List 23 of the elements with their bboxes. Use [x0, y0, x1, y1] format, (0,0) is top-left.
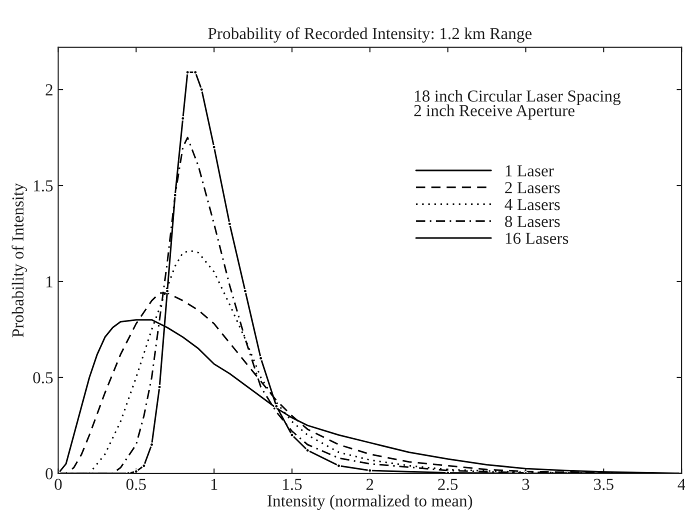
legend-label: 2 Lasers	[505, 182, 560, 194]
annotation: 18 inch Circular Laser Spacing 2 inch Receive Aperture	[414, 90, 621, 120]
y-tick-label: 0.5	[33, 372, 53, 384]
x-tick-label: 0.5	[126, 478, 146, 490]
chart-title: Probability of Recorded Intensity: 1.2 km Range	[208, 27, 532, 43]
legend-label: 4 Lasers	[504, 199, 560, 210]
y-tick-label: 0	[46, 468, 53, 480]
x-tick-label: 4	[678, 478, 685, 490]
x-tick-label: 2	[366, 478, 374, 490]
x-axis-title: Intensity (normalized to mean)	[268, 494, 472, 510]
x-tick-label: 3.5	[594, 478, 614, 490]
x-tick-label: 1.5	[283, 478, 302, 490]
legend-label: 8 Lasers	[505, 216, 560, 228]
legend-label: 16 Lasers	[506, 232, 568, 244]
x-tick-label: 2.5	[438, 478, 458, 490]
y-tick-label: 1.5	[34, 180, 53, 192]
x-tick-label: 0	[54, 478, 62, 490]
x-tick-label: 3	[522, 478, 530, 490]
y-tick-label: 2	[46, 84, 52, 96]
legend-label: 1 Laser	[506, 165, 554, 176]
y-tick-label: 1	[46, 276, 52, 288]
y-axis-title: Probability of Intensity	[12, 183, 27, 338]
x-tick-label: 1	[211, 478, 218, 490]
